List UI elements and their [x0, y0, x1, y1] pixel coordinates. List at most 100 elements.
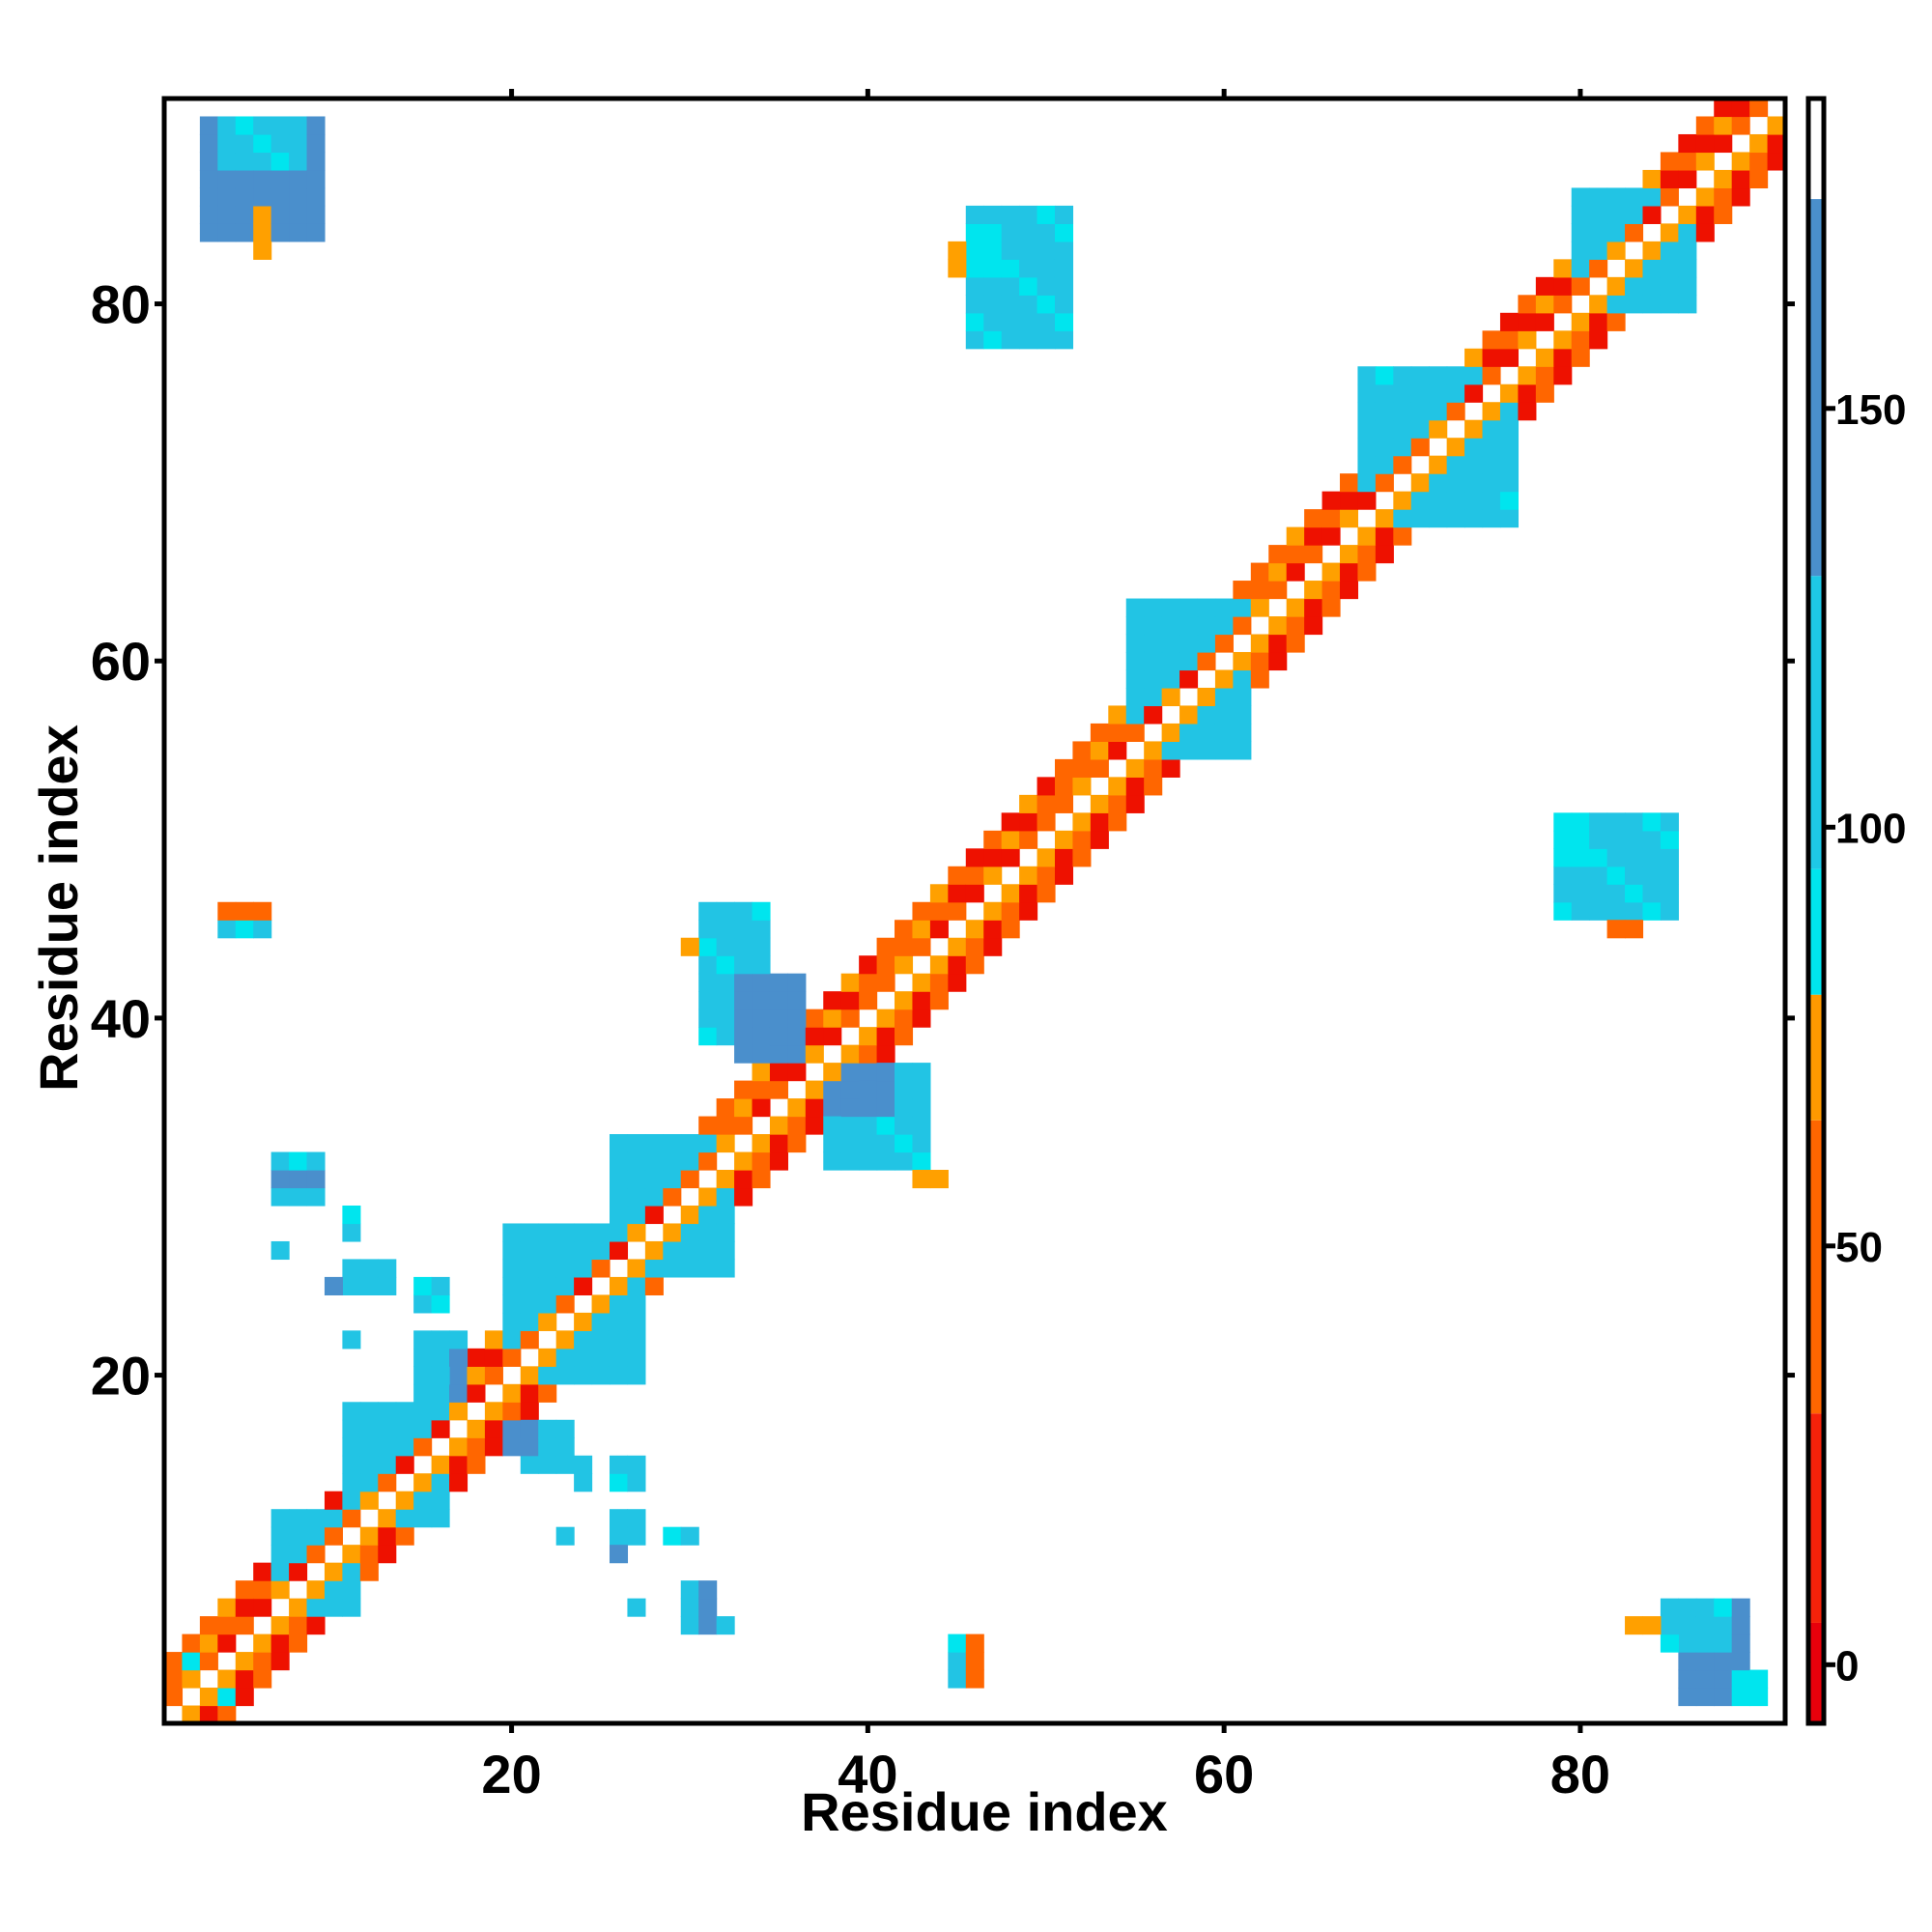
heatmap-cell	[734, 920, 753, 939]
heatmap-cell	[929, 991, 949, 1010]
heatmap-cell	[698, 1116, 718, 1135]
heatmap-cell	[965, 866, 984, 885]
colorbar-frame	[1805, 96, 1827, 1726]
heatmap-cell	[1499, 419, 1520, 439]
heatmap-cell	[199, 1705, 218, 1724]
heatmap-cell	[644, 1205, 664, 1225]
heatmap-cell	[1714, 1616, 1733, 1635]
heatmap-cell	[1535, 384, 1554, 403]
heatmap-cell	[1660, 812, 1679, 832]
heatmap-cell	[663, 1223, 682, 1242]
heatmap-cells	[164, 99, 1786, 1724]
heatmap-cell	[253, 1562, 272, 1581]
heatmap-cell	[1090, 794, 1109, 813]
heatmap-cell	[1571, 276, 1590, 296]
heatmap-cell	[235, 187, 254, 207]
heatmap-cell	[1161, 616, 1180, 636]
heatmap-cell	[859, 1134, 878, 1153]
heatmap-cell	[876, 1098, 895, 1118]
heatmap-cell	[413, 1419, 433, 1438]
heatmap-cell	[253, 1669, 272, 1689]
heatmap-cell	[342, 1562, 361, 1581]
heatmap-cell	[948, 259, 967, 278]
heatmap-cell	[609, 1455, 629, 1474]
heatmap-cell	[680, 1580, 699, 1600]
heatmap-cell	[1589, 312, 1608, 331]
heatmap-cell	[1125, 777, 1145, 796]
heatmap-cell	[217, 205, 237, 224]
heatmap-cell	[538, 1366, 557, 1385]
heatmap-cell	[1410, 366, 1430, 385]
heatmap-cell	[698, 1223, 718, 1242]
heatmap-cell	[983, 241, 1003, 260]
heatmap-cell	[217, 1616, 237, 1635]
heatmap-cell	[1678, 152, 1697, 171]
heatmap-cell	[449, 1473, 469, 1492]
heatmap-cell	[734, 991, 753, 1010]
heatmap-cell	[289, 116, 308, 135]
heatmap-cell	[1678, 1652, 1697, 1671]
heatmap-cell	[859, 955, 878, 975]
heatmap-cell	[1606, 223, 1626, 242]
heatmap-cell	[1642, 866, 1662, 885]
heatmap-cell	[413, 1437, 433, 1457]
heatmap-cell	[752, 1044, 771, 1064]
heatmap-cell	[823, 1098, 842, 1118]
heatmap-cell	[413, 1276, 433, 1295]
heatmap-cell	[342, 1205, 361, 1225]
heatmap-cell	[289, 169, 308, 189]
heatmap-cell	[431, 1383, 450, 1403]
heatmap-cell	[1625, 920, 1644, 939]
heatmap-cell	[520, 1240, 539, 1261]
heatmap-cell	[235, 1598, 254, 1617]
heatmap-cell	[716, 955, 735, 975]
heatmap-cell	[270, 223, 290, 242]
heatmap-cell	[929, 1170, 949, 1189]
heatmap-cell	[895, 991, 914, 1010]
heatmap-cell	[1019, 259, 1038, 278]
heatmap-cell	[520, 1437, 539, 1457]
x-tick-label: 60	[1194, 1744, 1254, 1804]
heatmap-cell	[1090, 830, 1109, 849]
heatmap-cell	[1161, 723, 1180, 742]
heatmap-cell	[876, 1151, 895, 1171]
heatmap-cell	[627, 1259, 646, 1278]
heatmap-cell	[289, 187, 308, 207]
heatmap-cell	[609, 1170, 629, 1189]
heatmap-cell	[1695, 223, 1715, 242]
heatmap-cell	[502, 1259, 522, 1278]
heatmap-cell	[413, 1348, 433, 1367]
heatmap-cell	[698, 1009, 718, 1028]
heatmap-cell	[217, 187, 237, 207]
heatmap-cell	[359, 1259, 379, 1278]
heatmap-cell	[1767, 116, 1786, 135]
heatmap-cell	[1233, 687, 1252, 707]
heatmap-cell	[359, 1491, 379, 1510]
heatmap-cell	[217, 223, 237, 242]
heatmap-cell	[680, 1526, 699, 1546]
heatmap-cell	[359, 1419, 379, 1438]
heatmap-cell	[306, 116, 326, 135]
heatmap-cell	[698, 937, 718, 956]
heatmap-cell	[1393, 509, 1412, 528]
heatmap-cell	[609, 1205, 629, 1225]
heatmap-cell	[929, 901, 949, 921]
heatmap-cell	[1393, 526, 1412, 546]
heatmap-cell	[965, 241, 984, 260]
heatmap-cell	[680, 1240, 699, 1261]
heatmap-cell	[734, 1151, 753, 1171]
heatmap-cell	[520, 1294, 539, 1314]
heatmap-cell	[948, 955, 967, 975]
heatmap-cell	[378, 1419, 397, 1438]
heatmap-cell	[609, 1187, 629, 1207]
heatmap-cell	[538, 1383, 557, 1403]
heatmap-cell	[1571, 187, 1590, 207]
heatmap-cell	[538, 1437, 557, 1457]
heatmap-cell	[1660, 830, 1679, 849]
heatmap-cell	[1767, 133, 1786, 154]
heatmap-cell	[1197, 723, 1216, 742]
heatmap-cell	[1214, 723, 1234, 742]
heatmap-cell	[253, 169, 272, 189]
heatmap-cell	[270, 116, 290, 135]
heatmap-cell	[1518, 402, 1537, 421]
